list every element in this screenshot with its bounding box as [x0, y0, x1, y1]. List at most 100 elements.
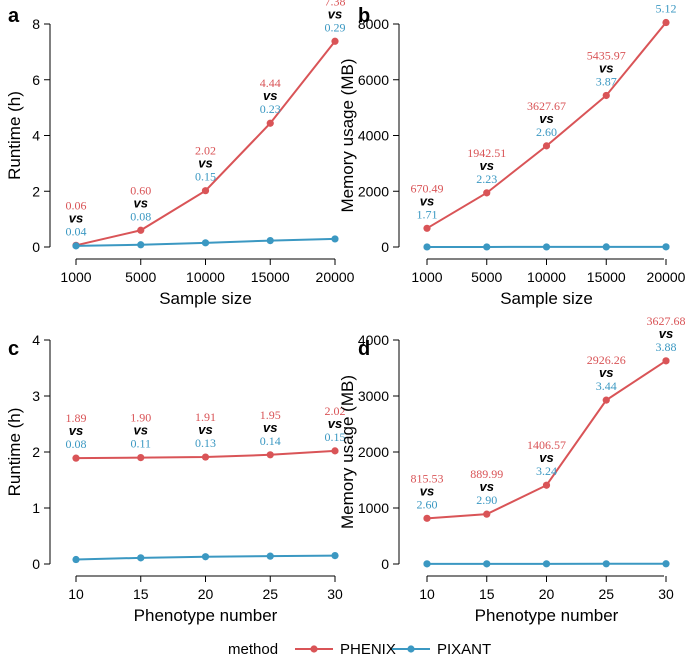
vs-label: vs	[539, 450, 553, 465]
data-point-pixant	[423, 243, 431, 251]
vs-label: vs	[420, 483, 434, 498]
data-label-pixant: 1.71	[417, 207, 438, 221]
data-point-pixant	[331, 552, 339, 560]
data-label-phenix: 889.99	[470, 467, 503, 481]
y-tick-label: 8000	[358, 16, 389, 32]
x-tick-label: 1000	[411, 269, 442, 285]
x-tick-label: 30	[327, 586, 343, 602]
data-label-pixant: 2.60	[536, 125, 557, 139]
data-point-phenix	[201, 453, 210, 461]
data-label-phenix: 2926.26	[587, 353, 626, 367]
data-label-phenix: 0.60	[130, 183, 151, 197]
data-point-phenix	[331, 447, 339, 455]
y-axis-label: Runtime (h)	[5, 91, 24, 180]
data-label-phenix: 815.53	[411, 471, 444, 485]
vs-label: vs	[69, 423, 83, 438]
data-label-phenix: 5435.97	[587, 48, 626, 62]
data-point-pixant	[72, 555, 80, 564]
data-label-phenix: 2.02	[325, 404, 346, 418]
y-tick-label: 6000	[358, 72, 389, 88]
vs-label: vs	[198, 422, 212, 437]
data-label-pixant: 0.15	[195, 170, 216, 184]
y-tick-label: 0	[32, 556, 40, 572]
data-point-phenix	[602, 396, 610, 404]
data-label-phenix: 2.02	[195, 144, 216, 158]
y-tick-label: 4000	[358, 332, 389, 348]
y-tick-label: 4000	[358, 128, 389, 144]
data-label-pixant: 2.23	[476, 172, 497, 186]
panel-d: d 0 1000 2000 3000 4000 Memory usage (MB) 10 15 2…	[338, 314, 685, 625]
y-tick-label: 2000	[358, 444, 389, 460]
vs-label: vs	[420, 193, 434, 208]
x-tick-label: 20	[198, 586, 214, 602]
data-point-pixant	[331, 235, 339, 243]
data-point-phenix	[483, 189, 491, 197]
data-point-phenix	[542, 481, 551, 489]
panel-label: a	[8, 5, 20, 27]
data-label-phenix: 1406.57	[527, 438, 566, 452]
x-axis-label: Phenotype number	[134, 606, 278, 625]
data-point-phenix	[331, 37, 339, 45]
data-label-phenix: 3627.67	[527, 99, 566, 113]
data-label-pixant: 3.88	[656, 340, 677, 354]
panel-label: d	[358, 338, 370, 360]
legend-item-label: PHENIX	[340, 641, 396, 658]
data-point-phenix	[423, 514, 431, 522]
y-tick-label: 2	[32, 183, 40, 199]
data-point-phenix	[483, 510, 491, 518]
data-point-pixant	[423, 560, 431, 568]
data-label-pixant: 3.87	[596, 74, 617, 88]
data-point-phenix	[201, 187, 210, 195]
legend-swatch-point	[310, 645, 318, 653]
y-tick-label: 2000	[358, 183, 389, 199]
vs-label: vs	[539, 111, 553, 126]
y-tick-label: 0	[381, 556, 389, 572]
y-tick-label: 3	[32, 388, 40, 404]
data-label-phenix: 0.06	[66, 198, 87, 212]
data-label-pixant: 3.24	[536, 464, 557, 478]
panel-label: c	[8, 338, 19, 360]
y-axis-label: Memory usage (MB)	[338, 59, 357, 213]
data-point-pixant	[662, 243, 670, 251]
y-tick-label: 4	[32, 128, 40, 144]
data-label-pixant: 0.13	[195, 436, 216, 450]
y-axis-label: Memory usage (MB)	[338, 375, 357, 529]
x-tick-label: 20000	[647, 269, 685, 285]
vs-label: vs	[198, 156, 212, 171]
data-label-phenix: 1.89	[66, 411, 87, 425]
data-point-phenix	[266, 451, 274, 459]
data-label-phenix: 3627.68	[647, 314, 685, 328]
data-point-pixant	[266, 552, 274, 560]
panel-c: c 0 1 2 3 4 Runtime (h) 10 15 20 25 30 Phenotype num…	[5, 332, 346, 625]
x-axis-label: Sample size	[159, 289, 252, 308]
data-label-pixant: 5.12	[656, 2, 677, 16]
panel-b: b 0 2000 4000 6000 8000 Memory usage (MB) 1000 5…	[338, 0, 685, 308]
data-point-pixant	[483, 243, 491, 251]
data-point-pixant	[483, 560, 491, 568]
vs-label: vs	[659, 0, 673, 3]
data-point-pixant	[662, 560, 670, 568]
vs-label: vs	[659, 326, 673, 341]
vs-label: vs	[480, 158, 494, 173]
data-point-pixant	[542, 560, 551, 568]
vs-label: vs	[599, 365, 613, 380]
vs-label: vs	[263, 88, 277, 103]
data-point-phenix	[662, 357, 670, 365]
x-axis-label: Phenotype number	[475, 606, 619, 625]
y-tick-label: 1000	[358, 500, 389, 516]
data-label-pixant: 0.29	[325, 20, 346, 34]
x-tick-label: 15000	[251, 269, 290, 285]
data-point-pixant	[602, 243, 610, 251]
data-label-phenix: 7.38	[325, 0, 346, 8]
data-point-phenix	[542, 142, 551, 150]
y-tick-label: 0	[381, 239, 389, 255]
data-point-phenix	[662, 18, 670, 27]
data-label-pixant: 2.60	[417, 497, 438, 511]
data-point-phenix	[602, 91, 610, 100]
data-label-pixant: 2.90	[476, 493, 497, 507]
y-tick-label: 1	[32, 500, 40, 516]
data-point-phenix	[137, 454, 145, 462]
legend-swatch-point	[407, 645, 415, 653]
y-tick-label: 0	[32, 239, 40, 255]
x-tick-label: 30	[658, 586, 674, 602]
